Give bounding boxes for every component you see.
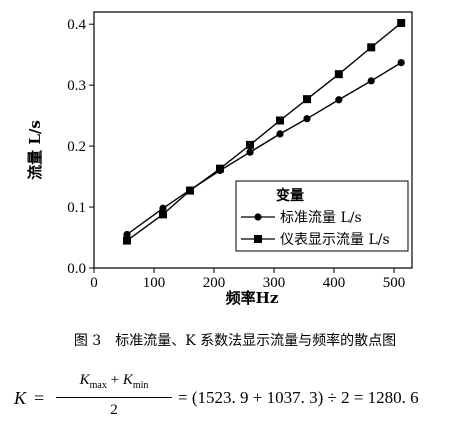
formula-sub-max: max (89, 380, 107, 391)
y-axis-label: 流量 L/s (26, 120, 44, 180)
legend-label-meter: 仪表显示流量 L/s (280, 232, 390, 248)
x-tick-label-100: 100 (143, 275, 166, 291)
point-s0-5 (276, 130, 284, 138)
y-tick-label-2: 0.2 (67, 139, 86, 155)
plot-frame (93, 11, 413, 269)
x-tick-label-300: 300 (263, 275, 286, 291)
formula-plus: + (106, 372, 123, 388)
y-tick-label-4: 0.4 (67, 17, 86, 33)
point-s1-9 (397, 18, 406, 27)
formula: K = Kmax + Kmin 2 = (1523. 9 + 1037. 3) … (10, 370, 465, 430)
point-s1-2 (186, 186, 194, 195)
y-tick-label-0: 0.0 (67, 261, 86, 277)
series-line-0 (126, 61, 402, 236)
point-s1-8 (367, 43, 376, 52)
x-tick-label-200: 200 (203, 275, 226, 291)
x-tick-label-0: 0 (90, 275, 98, 291)
chart: 0 100 200 300 400 500 0.0 0.1 0.2 0.3 0.4 频率Hz 流量 … (26, 11, 413, 307)
point-s0-8 (367, 77, 375, 85)
legend-label-standard: 标准流量 L/s (280, 210, 362, 226)
legend-title: 变量 (276, 187, 304, 204)
point-s1-7 (334, 70, 343, 79)
point-s1-0 (123, 236, 131, 245)
formula-numerator: Kmax + Kmin (54, 372, 174, 391)
point-s1-4 (246, 140, 254, 149)
legend-marker-meter (254, 235, 262, 243)
point-s1-6 (303, 95, 311, 104)
point-s1-1 (159, 210, 167, 219)
legend: 变量 标准流量 L/s 仪表显示流量 L/s (235, 180, 409, 252)
formula-k-max: K (79, 372, 90, 388)
point-s1-3 (216, 164, 224, 173)
series-layer (123, 18, 406, 245)
formula-sub-min: min (132, 380, 149, 391)
formula-lhs: K (14, 388, 27, 408)
series-line-1 (126, 22, 402, 242)
formula-k-min: K (122, 372, 133, 388)
x-tick-label-400: 400 (323, 275, 346, 291)
formula-fraction-bar (56, 397, 172, 398)
axes: 0 100 200 300 400 500 0.0 0.1 0.2 0.3 0.4 (67, 11, 413, 291)
x-axis-label: 频率Hz (226, 289, 279, 307)
formula-result: = (1523. 9 + 1037. 3) ÷ 2 = 1280. 6 (178, 388, 419, 407)
x-tick-label-500: 500 (383, 275, 406, 291)
legend-marker-standard (254, 213, 262, 221)
point-s0-7 (335, 96, 343, 104)
formula-fraction: Kmax + Kmin 2 (54, 370, 174, 426)
formula-denominator: 2 (110, 402, 118, 418)
figure-caption: 图 3 标准流量、K 系数法显示流量与频率的散点图 (73, 333, 397, 349)
point-s0-6 (303, 115, 311, 123)
point-s0-4 (246, 148, 254, 156)
point-s0-1 (159, 204, 167, 212)
point-s0-9 (397, 58, 405, 67)
y-tick-label-1: 0.1 (67, 200, 86, 216)
point-s0-0 (123, 230, 131, 239)
formula-equals: = (34, 388, 45, 408)
point-s1-5 (276, 116, 284, 125)
y-tick-label-3: 0.3 (67, 78, 86, 94)
